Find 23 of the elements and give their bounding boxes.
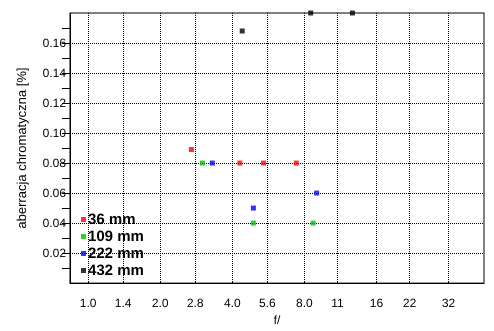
x-tick-label: 32 [442,296,456,310]
x-tick-label: 5.6 [258,296,276,310]
y-tick-label: 0.08 [42,156,66,170]
y-tick-label: 0.16 [42,36,66,50]
y-tick-label: 0.02 [42,246,66,260]
x-tick-label: 22 [402,296,417,310]
y-axis-title: aberracja chromatyczna [%] [14,67,29,229]
x-tick-label: 8.0 [296,296,314,310]
x-tick-label: 2.0 [152,296,169,310]
x-tick-label: 4.0 [224,296,241,310]
x-tick-label: 11 [331,296,344,310]
x-tick-label: 16 [370,296,384,310]
x-tick-label: 2.8 [186,296,204,310]
x-tick-label: 1.4 [114,296,132,310]
x-tick-label: 1.0 [80,296,97,310]
y-tick-label: 0.04 [42,216,66,230]
y-tick-label: 0.10 [42,126,66,140]
y-tick-label: 0.12 [42,96,66,110]
legend-label: 432 mm [88,262,144,279]
y-tick-label: 0.06 [42,186,66,200]
legend-label: 109 mm [88,228,144,245]
y-tick-label: 0.14 [42,66,66,80]
x-axis-title: f/ [274,313,281,327]
